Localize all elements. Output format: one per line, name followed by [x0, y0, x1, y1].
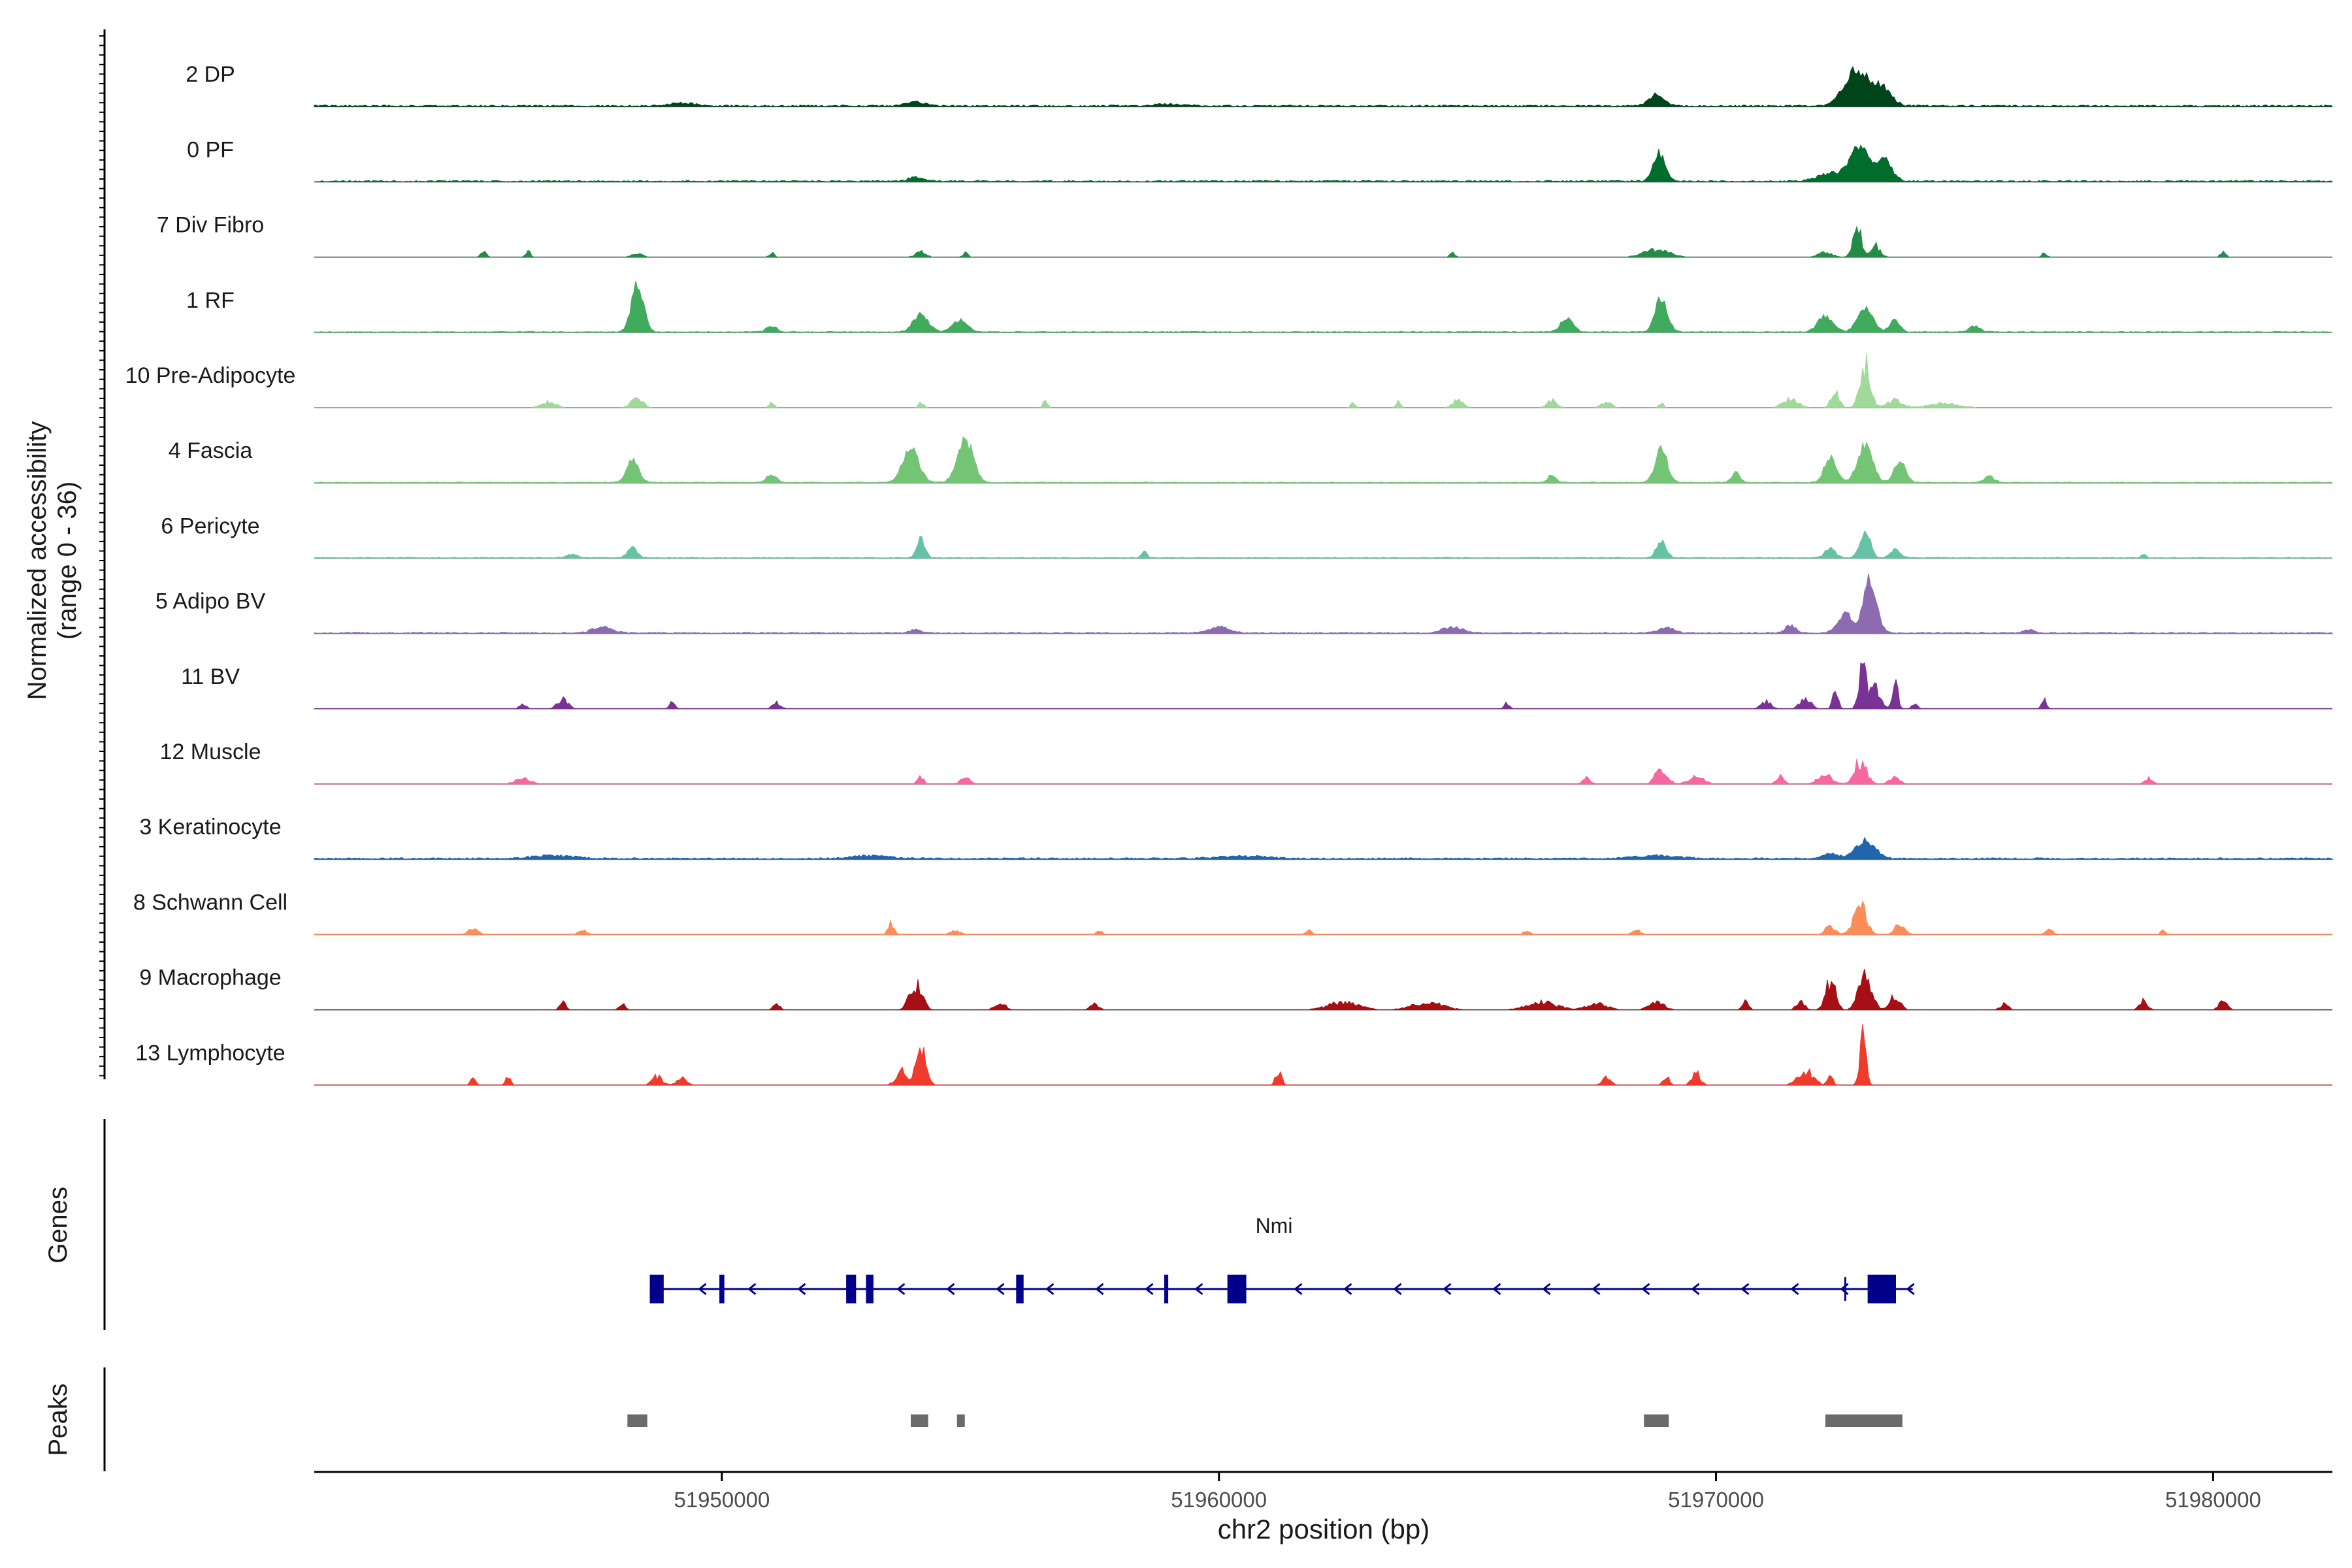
track-signal-area: [314, 530, 2333, 559]
strand-chevron-icon: [1740, 1282, 1750, 1296]
track-2: 0 PF: [187, 137, 2334, 183]
strand-chevron-icon: [1691, 1282, 1700, 1296]
track-signal-area: [314, 836, 2334, 860]
gene-exon: [846, 1275, 857, 1303]
x-axis-tick-label: 51960000: [1171, 1488, 1267, 1512]
track-signal-area: [314, 900, 2332, 935]
strand-chevron-icon: [1592, 1282, 1601, 1296]
track-label: 1 RF: [186, 288, 235, 313]
track-signal-area: [314, 225, 2332, 258]
x-axis: 51950000 51960000 51970000 51980000 chr2 po…: [314, 1471, 2332, 1544]
strand-chevron-icon: [1095, 1282, 1104, 1296]
x-axis-tick-label: 51950000: [674, 1488, 770, 1512]
peaks-panel-label: Peaks: [44, 1383, 73, 1456]
strand-chevron-icon: [896, 1282, 906, 1296]
track-label: 13 Lymphocyte: [135, 1041, 285, 1066]
track-signal-area: [314, 662, 2332, 710]
track-13: 9 Macrophage: [139, 966, 2332, 1011]
track-8: 5 Adipo BV: [155, 573, 2334, 634]
gene-model: [649, 1275, 1915, 1303]
track-5: 10 Pre-Adipocyte: [125, 353, 2332, 408]
peak-region: [627, 1414, 647, 1427]
x-axis-ticks: 51950000 51960000 51970000 51980000: [674, 1472, 2261, 1512]
track-label: 4 Fascia: [169, 438, 253, 463]
genes-panel-label: Genes: [44, 1186, 73, 1264]
track-12: 8 Schwann Cell: [133, 890, 2332, 936]
track-10: 12 Muscle: [160, 740, 2332, 785]
track-label: 8 Schwann Cell: [133, 890, 287, 915]
y-axis-label-line2: (range 0 - 36): [53, 482, 82, 640]
track-signal-area: [314, 353, 2332, 408]
gene-name-label: Nmi: [1256, 1214, 1293, 1237]
track-label: 11 BV: [181, 664, 240, 689]
gene-exon: [1227, 1275, 1247, 1303]
strand-chevron-icon: [1393, 1282, 1402, 1296]
track-label: 10 Pre-Adipocyte: [125, 363, 296, 388]
track-label: 6 Pericyte: [161, 514, 259, 538]
gene-exon: [866, 1275, 874, 1303]
peak-region: [1825, 1414, 1903, 1427]
track-signal-area: [314, 280, 2333, 333]
strand-chevron-icon: [1443, 1282, 1452, 1296]
track-signal-area: [314, 759, 2332, 785]
track-signal-area: [314, 144, 2334, 182]
track-14: 13 Lymphocyte: [135, 1024, 2332, 1086]
strand-chevron-icon: [1641, 1282, 1650, 1296]
strand-chevron-icon: [747, 1282, 757, 1296]
gene-exon: [649, 1275, 664, 1303]
track-label: 0 PF: [187, 137, 234, 162]
genes-panel: Genes Nmi: [44, 1119, 1915, 1330]
track-label: 2 DP: [186, 62, 235, 87]
strand-chevron-icon: [1145, 1282, 1154, 1296]
strand-chevron-icon: [1045, 1282, 1054, 1296]
gene-exon: [1164, 1275, 1169, 1303]
strand-chevron-icon: [1906, 1282, 1915, 1296]
x-axis-tick-label: 51980000: [2165, 1488, 2261, 1512]
track-signal-area: [314, 65, 2334, 107]
strand-chevron-icon: [797, 1282, 806, 1296]
peak-region: [956, 1414, 965, 1427]
strand-chevron-icon: [1294, 1282, 1303, 1296]
strand-chevron-icon: [1790, 1282, 1799, 1296]
track-11: 3 Keratinocyte: [139, 815, 2334, 860]
peak-region: [1644, 1414, 1669, 1427]
track-1: 2 DP: [186, 62, 2334, 108]
x-axis-tick-label: 51970000: [1668, 1488, 1764, 1512]
strand-chevron-icon: [1194, 1282, 1203, 1296]
track-9: 11 BV: [181, 662, 2332, 710]
y-axis-label-line1: Normalized accessibility: [23, 421, 52, 700]
track-label: 9 Macrophage: [139, 966, 281, 990]
gene-exon: [719, 1275, 725, 1303]
strand-chevron-icon: [1542, 1282, 1551, 1296]
track-signal-area: [314, 573, 2334, 634]
gene-exon: [1016, 1275, 1024, 1303]
track-3: 7 Div Fibro: [157, 213, 2332, 258]
track-6: 4 Fascia: [169, 436, 2333, 484]
strand-chevron-icon: [1492, 1282, 1501, 1296]
track-label: 12 Muscle: [160, 740, 261, 764]
track-4: 1 RF: [186, 280, 2333, 333]
track-7: 6 Pericyte: [161, 514, 2333, 559]
x-axis-label: chr2 position (bp): [1218, 1514, 1430, 1544]
strand-chevron-icon: [698, 1282, 707, 1296]
track-signal-area: [314, 1024, 2332, 1086]
strand-chevron-icon: [946, 1282, 955, 1296]
peak-regions: [627, 1414, 1903, 1427]
track-label: 5 Adipo BV: [155, 589, 266, 614]
accessibility-tracks: 2 DP 0 PF 7 Div Fibro 1 RF 10 Pre-Adipocyte 4…: [125, 62, 2334, 1086]
track-label: 3 Keratinocyte: [139, 815, 281, 840]
peaks-panel: Peaks: [44, 1367, 1903, 1471]
track-signal-area: [314, 436, 2333, 483]
track-label: 7 Div Fibro: [157, 213, 264, 238]
peak-region: [911, 1414, 928, 1427]
strand-chevron-icon: [996, 1282, 1005, 1296]
strand-chevron-icon: [1343, 1282, 1352, 1296]
track-signal-area: [314, 968, 2332, 1011]
gene-exon: [1867, 1275, 1896, 1303]
